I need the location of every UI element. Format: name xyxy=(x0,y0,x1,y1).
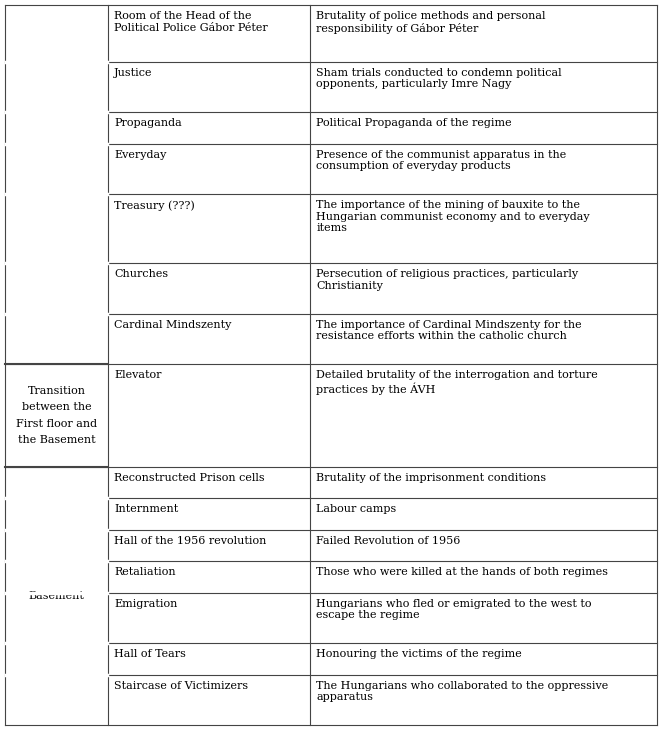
Text: Hungarians who fled or emigrated to the west to
escape the regime: Hungarians who fled or emigrated to the … xyxy=(316,599,592,620)
Text: The importance of the mining of bauxite to the
Hungarian communist economy and t: The importance of the mining of bauxite … xyxy=(316,200,590,234)
Text: The Hungarians who collaborated to the oppressive
apparatus: The Hungarians who collaborated to the o… xyxy=(316,680,608,702)
Text: Hall of the 1956 revolution: Hall of the 1956 revolution xyxy=(114,536,266,545)
Text: Labour camps: Labour camps xyxy=(316,504,397,514)
Text: The importance of Cardinal Mindszenty for the
resistance efforts within the cath: The importance of Cardinal Mindszenty fo… xyxy=(316,320,582,342)
Text: Propaganda: Propaganda xyxy=(114,118,182,128)
Text: Justice: Justice xyxy=(114,68,152,77)
Text: Brutality of police methods and personal
responsibility of Gábor Péter: Brutality of police methods and personal… xyxy=(316,11,545,34)
Text: Everyday: Everyday xyxy=(114,150,166,160)
Text: Staircase of Victimizers: Staircase of Victimizers xyxy=(114,680,248,691)
Text: Hall of Tears: Hall of Tears xyxy=(114,649,186,659)
Text: Room of the Head of the
Political Police Gábor Péter: Room of the Head of the Political Police… xyxy=(114,11,267,33)
Text: Transition
between the
First floor and
the Basement: Transition between the First floor and t… xyxy=(16,386,97,445)
Text: Those who were killed at the hands of both regimes: Those who were killed at the hands of bo… xyxy=(316,567,608,577)
Text: Elevator: Elevator xyxy=(114,370,162,380)
Text: Retaliation: Retaliation xyxy=(114,567,175,577)
Text: Brutality of the imprisonment conditions: Brutality of the imprisonment conditions xyxy=(316,472,546,483)
Text: Sham trials conducted to condemn political
opponents, particularly Imre Nagy: Sham trials conducted to condemn politic… xyxy=(316,68,562,89)
Text: Emigration: Emigration xyxy=(114,599,177,609)
Text: Cardinal Mindszenty: Cardinal Mindszenty xyxy=(114,320,232,330)
Text: Detailed brutality of the interrogation and torture
practices by the ÁVH: Detailed brutality of the interrogation … xyxy=(316,370,598,395)
Text: Persecution of religious practices, particularly
Christianity: Persecution of religious practices, part… xyxy=(316,269,579,291)
Text: Treasury (???): Treasury (???) xyxy=(114,200,195,211)
Text: Presence of the communist apparatus in the
consumption of everyday products: Presence of the communist apparatus in t… xyxy=(316,150,567,172)
Text: Reconstructed Prison cells: Reconstructed Prison cells xyxy=(114,472,265,483)
Text: Political Propaganda of the regime: Political Propaganda of the regime xyxy=(316,118,512,128)
Text: Internment: Internment xyxy=(114,504,178,514)
Text: Honouring the victims of the regime: Honouring the victims of the regime xyxy=(316,649,522,659)
Text: Basement: Basement xyxy=(28,591,85,601)
Text: Failed Revolution of 1956: Failed Revolution of 1956 xyxy=(316,536,461,545)
Text: Churches: Churches xyxy=(114,269,168,280)
